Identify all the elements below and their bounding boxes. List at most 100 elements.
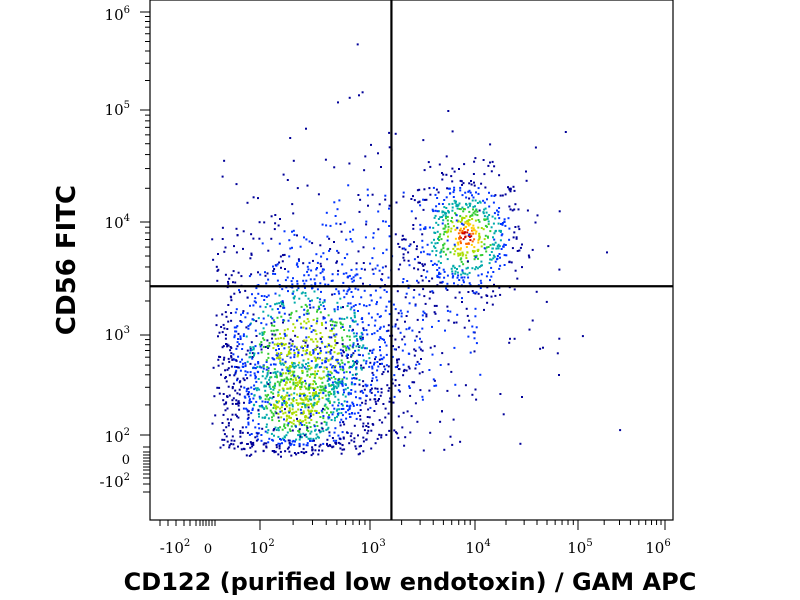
event-point	[461, 194, 464, 197]
event-point	[312, 352, 315, 355]
event-point	[311, 373, 314, 376]
event-point	[352, 363, 355, 366]
event-point	[487, 246, 490, 248]
event-point	[323, 299, 326, 302]
event-point	[235, 347, 238, 350]
event-point	[452, 275, 455, 278]
event-point	[279, 255, 282, 258]
event-point	[352, 404, 355, 407]
event-point	[376, 313, 379, 316]
event-point	[465, 196, 468, 199]
event-point	[306, 370, 309, 373]
event-point	[276, 342, 279, 345]
event-point	[556, 352, 559, 355]
event-point	[236, 379, 238, 382]
event-point	[360, 331, 363, 334]
event-point	[431, 208, 434, 211]
event-point	[231, 413, 234, 416]
event-point	[341, 378, 344, 381]
event-point	[355, 417, 358, 420]
event-point	[290, 280, 293, 283]
event-point	[306, 395, 309, 398]
event-point	[351, 280, 354, 283]
event-point	[238, 408, 241, 411]
event-point	[439, 216, 442, 219]
event-point	[281, 402, 284, 405]
event-point	[296, 265, 299, 268]
event-point	[421, 279, 424, 282]
event-point	[379, 363, 381, 365]
event-point	[364, 383, 367, 386]
event-point	[367, 408, 370, 411]
event-point	[362, 327, 365, 330]
event-point	[322, 276, 325, 279]
event-point	[300, 381, 303, 384]
event-point	[441, 222, 444, 225]
event-point	[456, 276, 459, 279]
event-point	[250, 453, 253, 456]
event-point	[295, 310, 298, 313]
event-point	[441, 203, 444, 205]
event-point	[254, 436, 257, 439]
event-point	[486, 235, 489, 238]
event-point	[292, 159, 295, 162]
event-point	[489, 230, 492, 233]
event-point	[257, 284, 260, 286]
event-point	[308, 364, 311, 367]
event-point	[295, 399, 298, 402]
event-point	[282, 321, 284, 324]
event-point	[279, 426, 282, 429]
event-point	[251, 407, 254, 410]
event-point	[474, 307, 477, 310]
event-point	[216, 269, 219, 272]
event-point	[433, 262, 436, 265]
event-point	[375, 376, 378, 379]
event-point	[296, 319, 298, 322]
event-point	[508, 260, 511, 263]
event-point	[355, 335, 358, 338]
event-point	[281, 437, 284, 440]
event-point	[420, 358, 422, 360]
event-point	[339, 297, 342, 300]
event-point	[231, 386, 234, 388]
event-point	[309, 351, 312, 354]
event-point	[441, 280, 444, 283]
event-point	[272, 270, 275, 272]
event-point	[293, 452, 296, 454]
event-point	[426, 270, 429, 273]
event-point	[356, 43, 359, 46]
event-point	[260, 404, 263, 407]
event-point	[277, 442, 280, 445]
event-point	[303, 274, 306, 277]
event-point	[282, 396, 285, 399]
event-point	[465, 254, 468, 257]
event-point	[419, 389, 422, 392]
event-point	[362, 366, 365, 369]
event-point	[447, 110, 450, 112]
event-point	[271, 317, 274, 320]
event-point	[222, 393, 225, 395]
event-point	[403, 259, 406, 262]
event-point	[402, 370, 405, 373]
event-point	[279, 442, 281, 445]
event-point	[307, 386, 310, 389]
event-point	[337, 441, 340, 444]
event-point	[258, 388, 261, 391]
event-point	[388, 204, 391, 207]
event-point	[454, 212, 457, 215]
event-point	[521, 243, 523, 246]
event-point	[331, 293, 334, 296]
event-point	[325, 406, 328, 409]
event-point	[322, 392, 325, 395]
event-point	[306, 305, 308, 308]
event-point	[272, 347, 275, 350]
event-point	[521, 396, 523, 398]
event-point	[274, 363, 277, 366]
event-point	[285, 434, 288, 437]
event-point	[222, 399, 225, 402]
event-point	[286, 179, 289, 181]
event-point	[485, 218, 488, 221]
event-point	[258, 397, 261, 400]
event-point	[320, 322, 323, 325]
event-point	[273, 368, 276, 371]
